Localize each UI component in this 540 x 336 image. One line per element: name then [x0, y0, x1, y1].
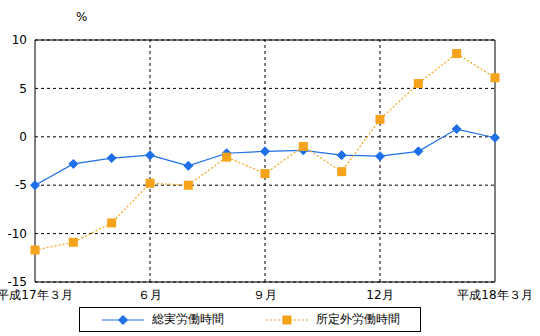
- html-text:総実労働時間: 総実労働時間: [152, 312, 224, 326]
- svg-text:-15: -15: [8, 275, 27, 289]
- svg-text:-10: -10: [8, 227, 27, 241]
- svg-text:0: 0: [19, 130, 27, 144]
- svg-text:12月: 12月: [366, 288, 393, 302]
- svg-text:平成17年３月: 平成17年３月: [8, 288, 73, 302]
- html-text:所定外労働時間: 所定外労働時間: [316, 312, 400, 326]
- svg-text:5: 5: [19, 82, 27, 96]
- svg-text:-5: -5: [15, 178, 27, 192]
- svg-text:10: 10: [12, 33, 27, 47]
- svg-text:平成18年３月: 平成18年３月: [457, 288, 532, 302]
- svg-text:６月: ６月: [138, 288, 162, 302]
- svg-text:９月: ９月: [253, 288, 277, 302]
